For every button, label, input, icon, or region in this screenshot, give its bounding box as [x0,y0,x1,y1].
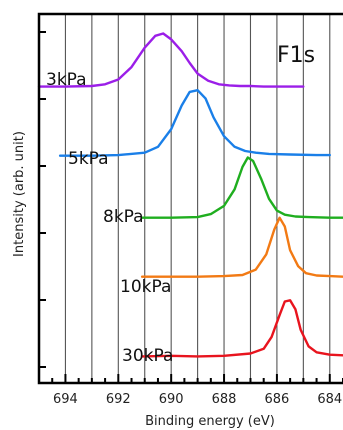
series-line-8kpa [140,156,343,219]
x-tick-label: 694 [53,392,78,407]
x-tick-label: 688 [212,392,237,407]
series-label-5kpa: 5kPa [68,149,109,169]
series-labels: 3kPa 5kPa 8kPa 10kPa 30kPa [46,70,173,366]
series-line-5kpa [58,88,331,157]
series-line-3kpa [37,32,305,88]
series-label-10kpa: 10kPa [120,277,171,297]
x-tick-label: 690 [159,392,184,407]
series-line-10kpa [140,216,343,278]
panel-title: F1s [277,43,315,68]
series-label-3kpa: 3kPa [46,70,87,90]
plot-frame [37,12,343,385]
series-label-8kpa: 8kPa [103,207,144,227]
y-axis-title: Intensity (arb. unit) [12,131,27,257]
grid-lines [64,14,331,383]
series-line-30kpa [140,299,343,358]
x-tick-label: 692 [106,392,131,407]
x-tick-label: 684 [317,392,342,407]
x-axis-title: Binding energy (eV) [145,414,275,429]
series-lines [37,32,343,358]
x-tick-label: 686 [264,392,289,407]
axis-ticks: 694 692 690 688 686 684 [39,31,343,407]
series-label-30kpa: 30kPa [122,346,173,366]
